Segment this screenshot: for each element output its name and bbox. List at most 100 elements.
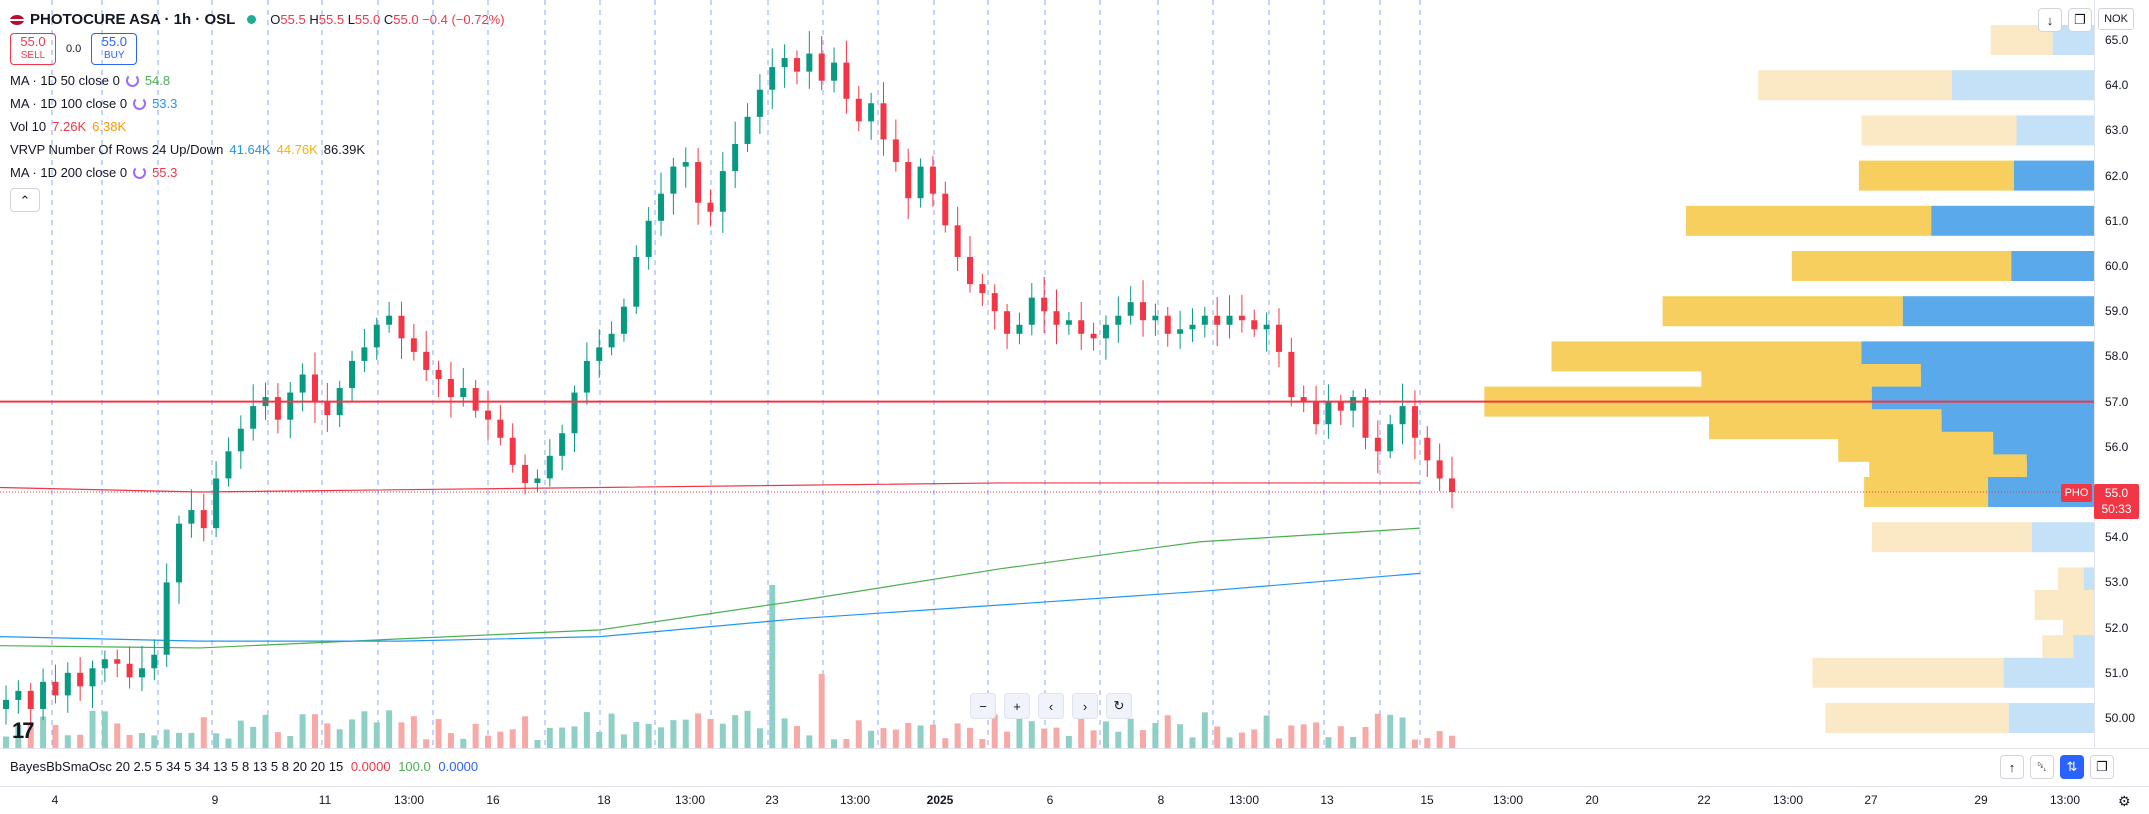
volume-bar: [1140, 729, 1147, 748]
price-chart[interactable]: [0, 0, 2094, 748]
reset-icon: ↻: [1113, 698, 1125, 713]
delete-pane-button[interactable]: ␡: [2030, 755, 2054, 779]
bar-countdown: 50:33: [2101, 502, 2132, 516]
candle-body: [744, 116, 751, 144]
volume-bar: [398, 722, 405, 748]
volume-bar: [781, 718, 788, 748]
volume-bar: [732, 715, 739, 748]
volume-bar: [756, 728, 763, 748]
candle-body: [633, 256, 640, 307]
candle-body: [793, 58, 800, 72]
candle-body: [719, 171, 726, 212]
volume-bar: [917, 725, 924, 748]
scroll-right-button[interactable]: ›: [1072, 693, 1098, 719]
indicator-value: 7.26K: [52, 119, 87, 134]
indicator-legend-row[interactable]: MA · 1D 50 close 0 54.8: [10, 69, 505, 92]
indicator-value: 54.8: [144, 73, 171, 88]
oscillator-pane[interactable]: BayesBbSmaOsc 20 2.5 5 34 5 34 13 5 8 13…: [0, 748, 2149, 787]
norway-flag-icon: [10, 14, 24, 25]
candle-body: [670, 166, 677, 194]
volume-profile-down-bar: [2011, 251, 2094, 281]
price-axis[interactable]: 65.0 64.0 63.0 62.0 61.0 60.0 59.0 58.0 57.0 56.0…: [2094, 0, 2149, 748]
symbol-title[interactable]: PHOTOCURE ASA · 1h · OSL: [30, 11, 236, 28]
expand-pane-button[interactable]: ⇅: [2060, 755, 2084, 779]
buy-button[interactable]: 55.0 BUY: [91, 33, 138, 65]
candle-body: [905, 162, 912, 199]
indicator-legend-row[interactable]: Vol 10 7.26K 6.38K: [10, 115, 505, 138]
candle-body: [1078, 320, 1085, 334]
chart-top-controls: ↓ ❐: [2038, 8, 2092, 32]
zoom-out-button[interactable]: −: [970, 693, 996, 719]
collapse-legend-button[interactable]: ⌃: [10, 188, 40, 212]
candle-body: [583, 360, 590, 393]
candle-body: [1387, 424, 1394, 452]
move-pane-up-button[interactable]: ↑: [2000, 755, 2024, 779]
scroll-left-button[interactable]: ‹: [1038, 693, 1064, 719]
scroll-down-button[interactable]: ↓: [2038, 8, 2062, 32]
candle-body: [620, 306, 627, 334]
candle-body: [732, 143, 739, 172]
candle-body: [163, 582, 170, 655]
reset-chart-button[interactable]: ↻: [1106, 693, 1132, 719]
candle-body: [818, 53, 825, 81]
candle-body: [1177, 329, 1184, 334]
tradingview-logo[interactable]: 17: [12, 718, 35, 743]
volume-bar: [460, 738, 467, 748]
volume-bar: [1436, 731, 1443, 748]
volume-bar: [1238, 732, 1245, 748]
volume-bar: [1090, 730, 1097, 748]
candle-body: [855, 98, 862, 122]
volume-bar: [1189, 737, 1196, 748]
volume-bar: [1053, 727, 1060, 748]
candle-body: [1275, 324, 1282, 352]
maximize-button[interactable]: ❐: [2068, 8, 2092, 32]
candle-body: [3, 699, 9, 709]
expand-icon: ⇅: [2066, 759, 2078, 774]
time-axis[interactable]: ⚙ 4 9 11 13:00 16 18 13:00 23 13:00 2025 6 8 13:00 13…: [0, 786, 2149, 814]
candle-body: [287, 392, 294, 420]
time-axis-label: 13: [1320, 793, 1334, 807]
zoom-in-button[interactable]: +: [1004, 693, 1030, 719]
time-axis-label: 13:00: [1492, 793, 1524, 807]
volume-bar: [349, 719, 356, 748]
price-axis-label: 57.0: [2105, 394, 2129, 409]
volume-profile-down-bar: [2073, 635, 2094, 666]
candle-body: [1325, 401, 1332, 425]
indicator-legend-row[interactable]: MA · 1D 200 close 0 55.3: [10, 161, 505, 184]
candle-body: [880, 103, 887, 140]
volume-bar: [237, 720, 244, 748]
minus-icon: −: [979, 698, 987, 714]
time-axis-label: 13:00: [2049, 793, 2081, 807]
indicator-name[interactable]: MA · 1D 100 close 0: [10, 96, 128, 111]
volume-bar: [620, 734, 627, 748]
volume-bar: [806, 735, 813, 748]
price-axis-label: 53.0: [2105, 575, 2129, 590]
volume-bar: [571, 726, 578, 748]
price-axis-label: 52.0: [2105, 620, 2129, 635]
indicator-value: 86.39K: [323, 142, 365, 157]
volume-profile-down-bar: [1902, 296, 2094, 327]
oscillator-name[interactable]: BayesBbSmaOsc 20 2.5 5 34 5 34 13 5 8 13…: [10, 759, 344, 774]
volume-bar: [1387, 714, 1394, 748]
candle-body: [1004, 311, 1011, 334]
candle-body: [52, 681, 59, 696]
indicator-name[interactable]: MA · 1D 50 close 0: [10, 73, 120, 88]
sell-button[interactable]: 55.0 SELL: [10, 33, 56, 65]
indicator-legend-row[interactable]: MA · 1D 100 close 0 53.3: [10, 92, 505, 115]
candle-body: [534, 478, 541, 483]
indicator-name[interactable]: MA · 1D 200 close 0: [10, 165, 128, 180]
indicator-name[interactable]: Vol 10: [10, 119, 47, 134]
candle-body: [386, 315, 393, 325]
gear-icon[interactable]: ⚙: [2118, 793, 2131, 809]
candle-body: [954, 225, 961, 257]
indicator-legend-row[interactable]: VRVP Number Of Rows 24 Up/Down 41.64K 44.7…: [10, 138, 505, 161]
volume-bar: [386, 710, 393, 748]
currency-badge[interactable]: NOK: [2098, 8, 2134, 30]
maximize-pane-button[interactable]: ❐: [2090, 755, 2114, 779]
candle-body: [1102, 324, 1109, 339]
candle-body: [1313, 401, 1320, 425]
indicator-name[interactable]: VRVP Number Of Rows 24 Up/Down: [10, 142, 224, 157]
price-axis-label: 63.0: [2105, 123, 2129, 138]
volume-bar: [522, 716, 529, 748]
volume-bar: [695, 713, 702, 748]
